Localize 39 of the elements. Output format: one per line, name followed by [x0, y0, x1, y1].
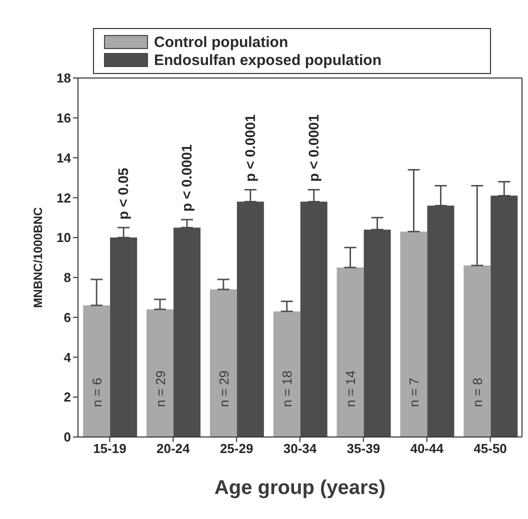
- x-tick-label: 45-50: [474, 441, 507, 456]
- bar: [210, 289, 237, 437]
- y-tick-label: 18: [56, 70, 71, 86]
- annotation: p < 0.0001: [305, 114, 322, 182]
- annotation: p < 0.0001: [242, 114, 258, 182]
- annotation: p < 0.05: [115, 168, 132, 220]
- x-tick-label: 20-24: [156, 441, 191, 456]
- legend-label: Endosulfan exposed population: [154, 52, 382, 68]
- annotation: n = 14: [342, 370, 358, 407]
- y-tick-label: 4: [64, 350, 72, 365]
- x-tick-label: 30-34: [283, 441, 318, 456]
- x-tick-label: 25-29: [220, 441, 254, 456]
- y-tick-label: 14: [56, 150, 72, 166]
- annotation: n = 18: [279, 370, 294, 407]
- x-axis-title: Age group (years): [214, 477, 386, 499]
- x-tick-label: 15-19: [93, 441, 126, 456]
- y-tick-label: 6: [64, 310, 71, 325]
- bar: [400, 232, 428, 437]
- y-tick-label: 16: [56, 110, 71, 126]
- annotation: n = 8: [469, 378, 484, 407]
- y-tick-label: 2: [64, 390, 71, 405]
- y-tick-label: 8: [64, 270, 71, 286]
- x-tick-label: 40-44: [410, 441, 444, 456]
- y-tick-label: 12: [56, 190, 71, 206]
- bar: [146, 309, 174, 437]
- y-tick-label: 0: [64, 430, 71, 445]
- y-axis-title: MNBNC/1000BNC: [31, 206, 45, 308]
- annotation: n = 29: [216, 370, 231, 407]
- annotation: p < 0.0001: [178, 144, 194, 212]
- bar: [273, 311, 300, 437]
- bar: [464, 265, 491, 437]
- y-tick-label: 10: [56, 230, 71, 246]
- legend-label: Control population: [154, 34, 288, 50]
- x-tick-label: 35-39: [346, 441, 380, 456]
- annotation: n = 6: [88, 378, 104, 407]
- bar: [83, 305, 110, 437]
- bar: [336, 267, 364, 437]
- annotation: n = 29: [152, 370, 168, 407]
- annotation: n = 7: [406, 378, 422, 407]
